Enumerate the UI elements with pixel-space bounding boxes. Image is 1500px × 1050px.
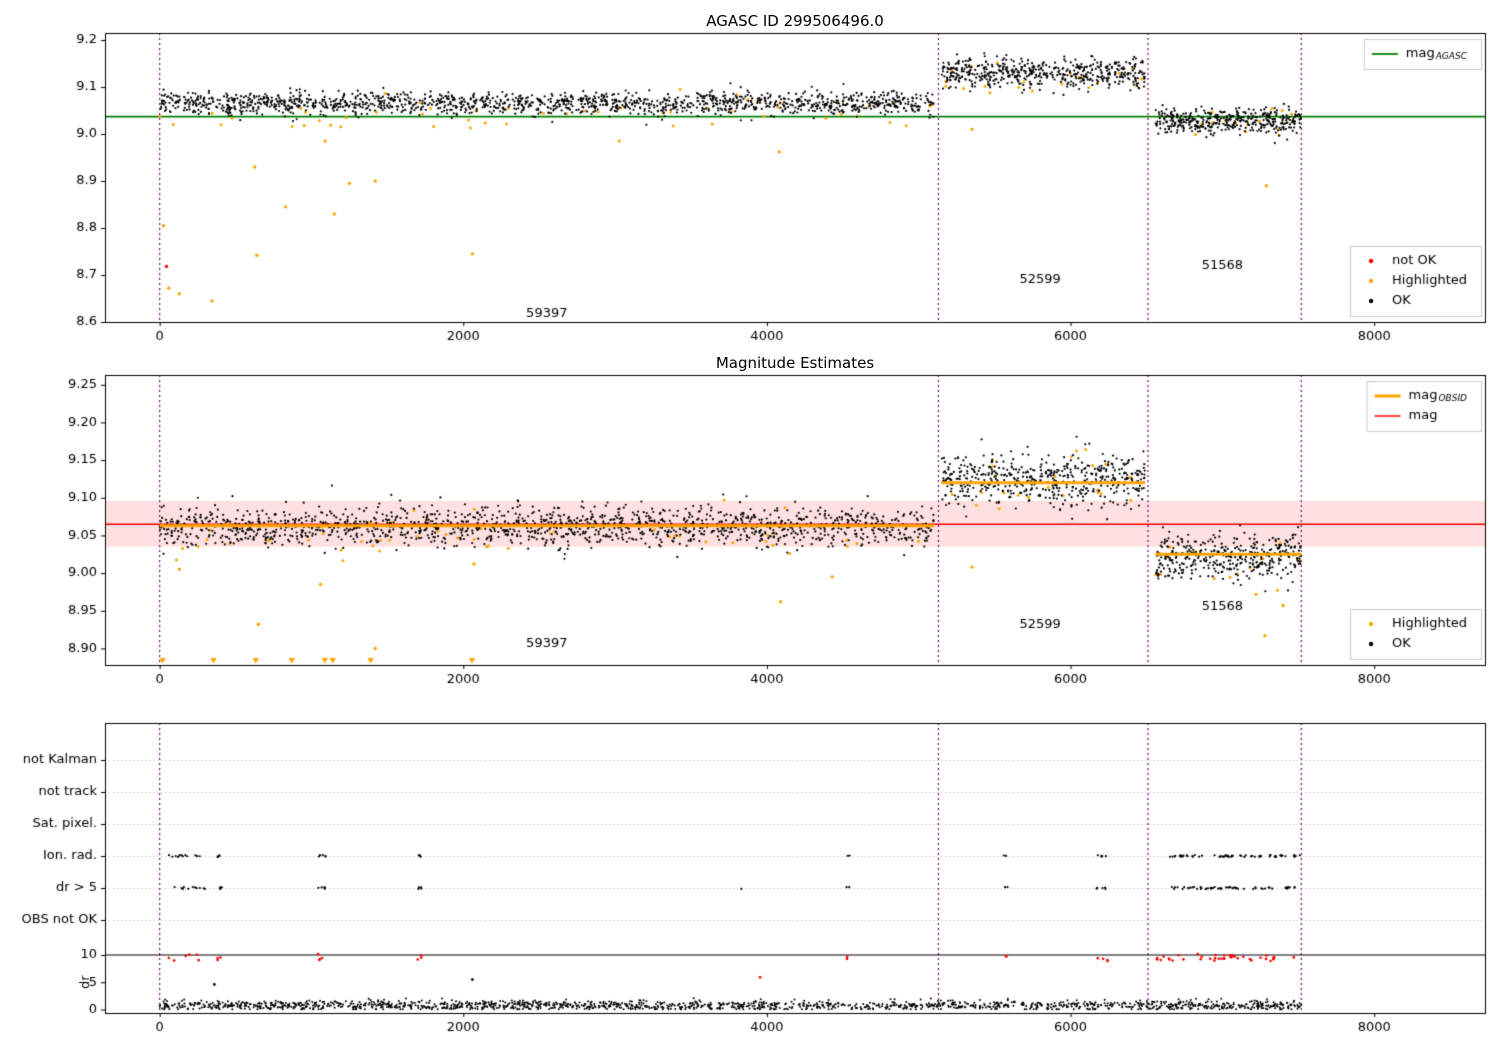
chart-title-agasc: AGASC ID 299506496.0	[706, 12, 884, 30]
chart-title-magnitude-estimates: Magnitude Estimates	[715, 354, 875, 372]
